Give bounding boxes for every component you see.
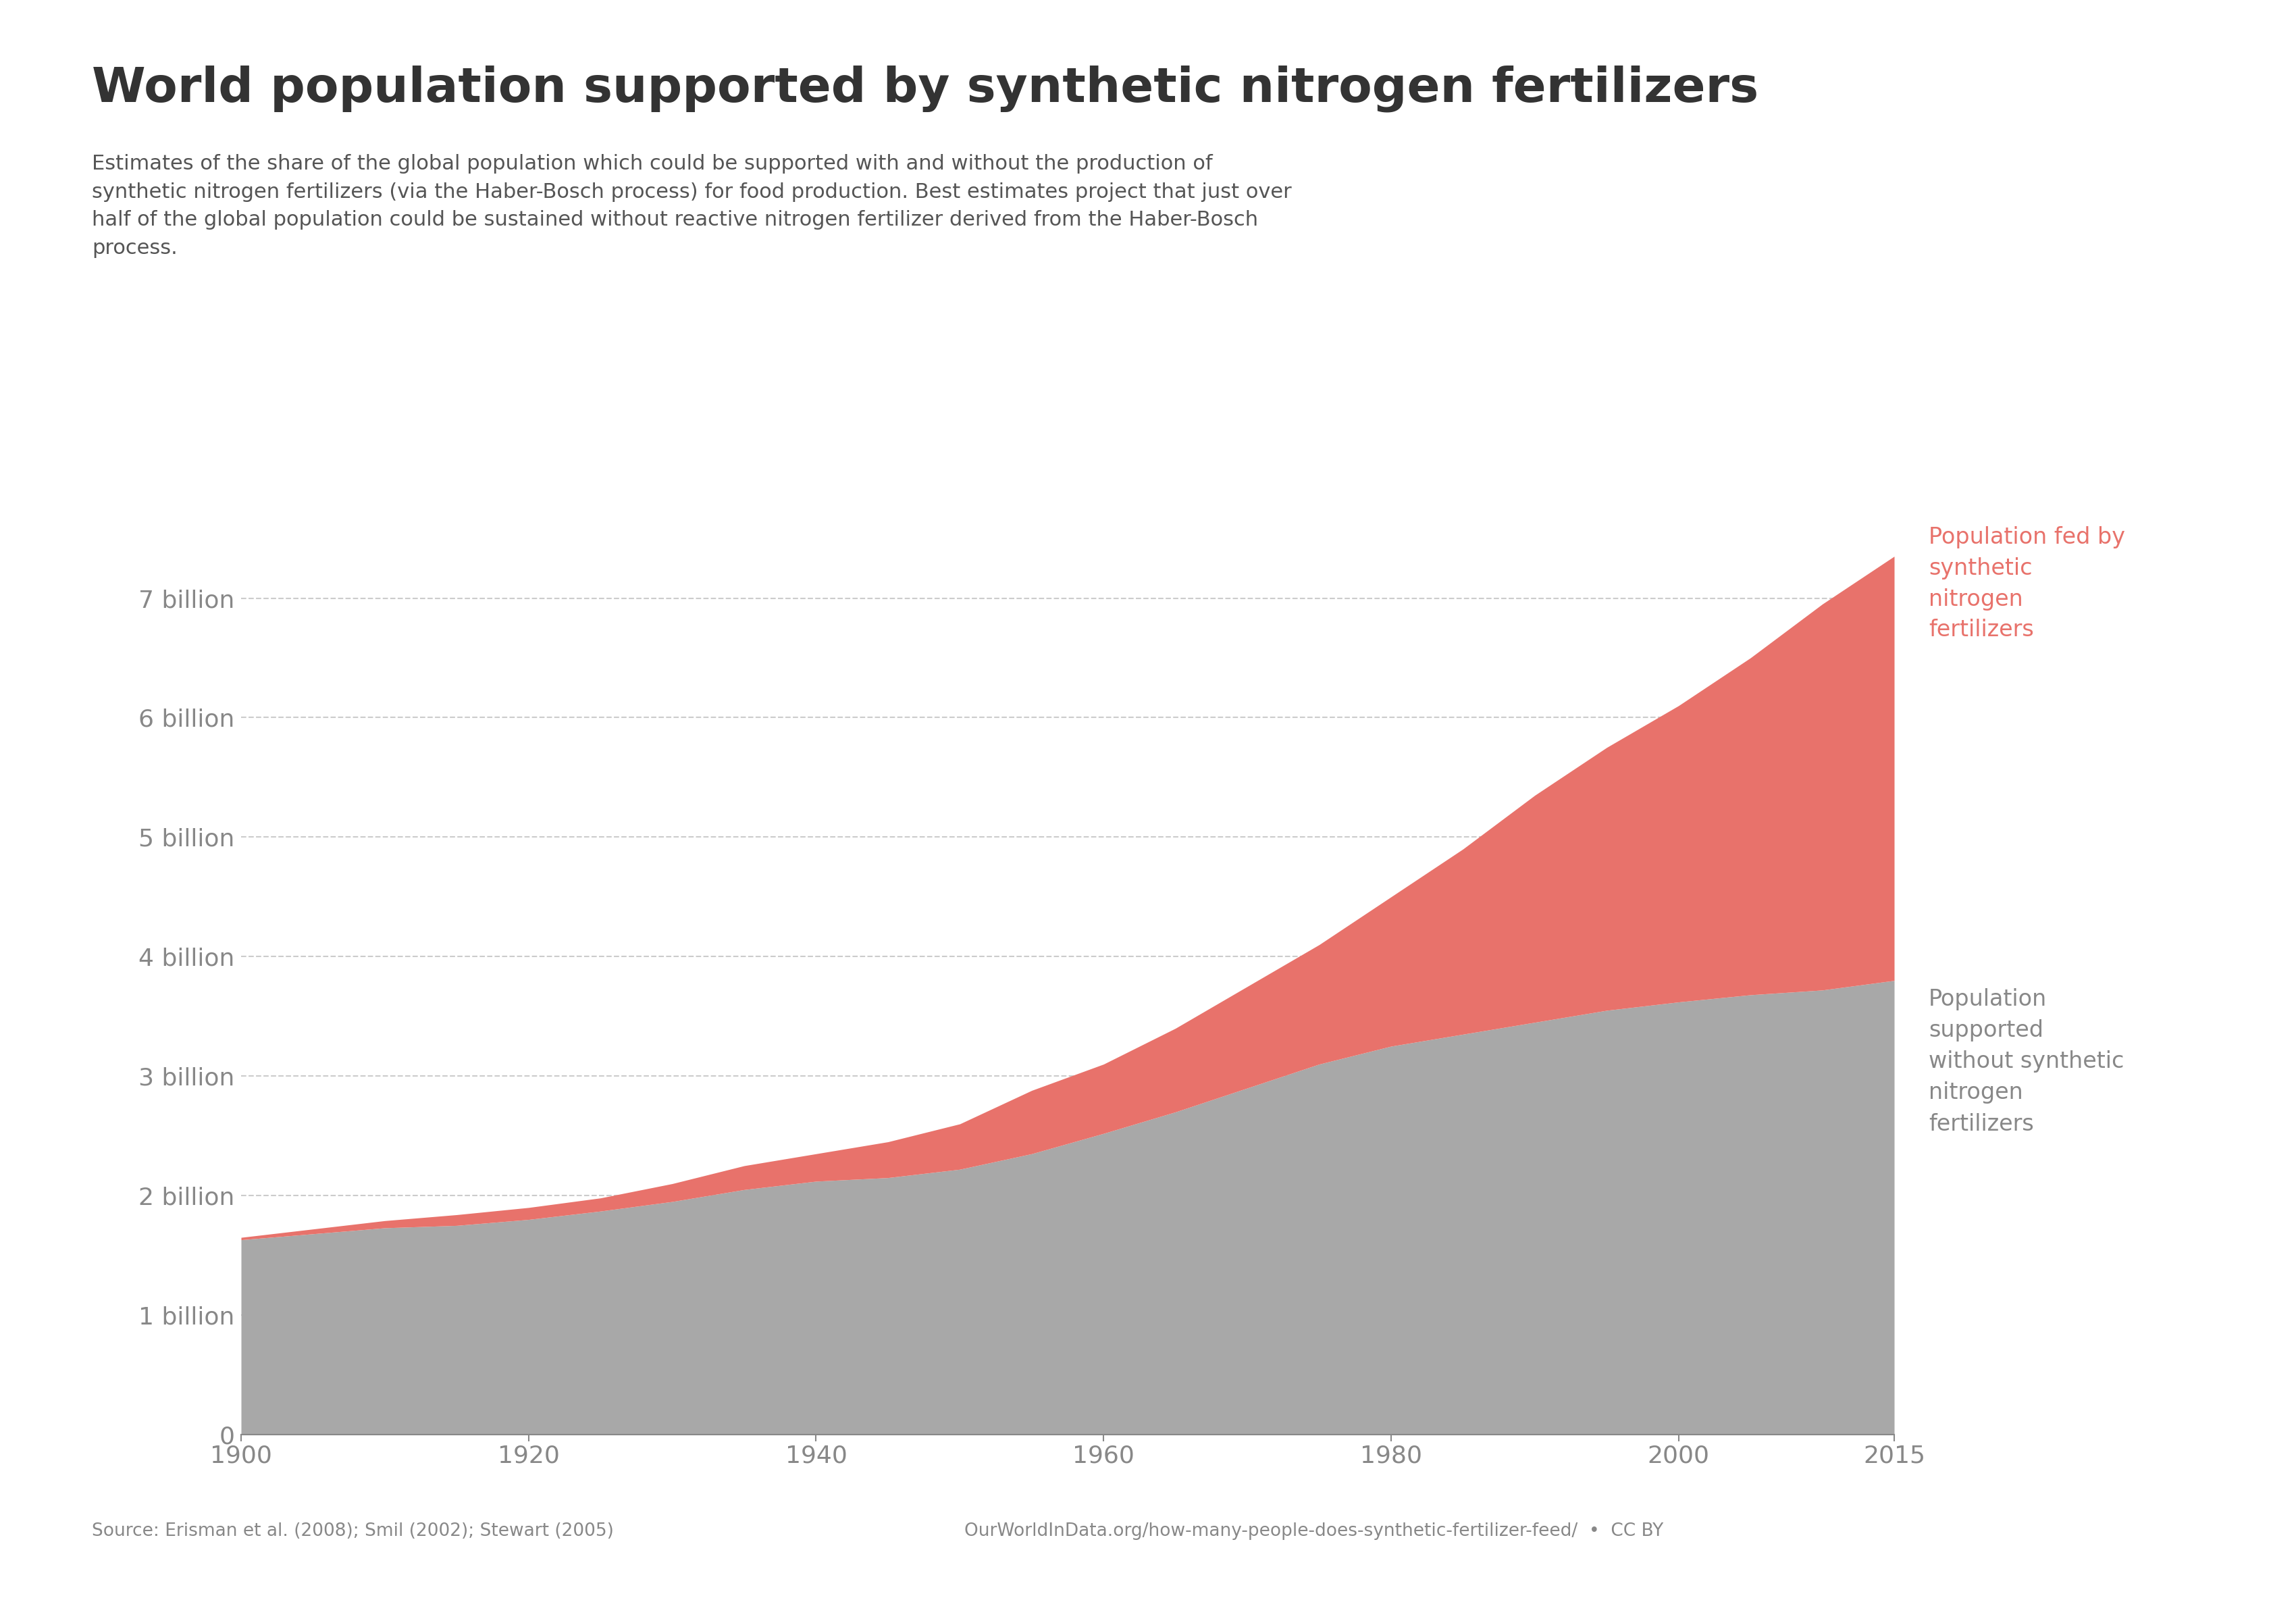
Text: Population fed by
synthetic
nitrogen
fertilizers: Population fed by synthetic nitrogen fer… [1929,525,2126,642]
Text: in Data: in Data [2076,122,2161,141]
Text: World population supported by synthetic nitrogen fertilizers: World population supported by synthetic … [92,65,1759,112]
Text: Population
supported
without synthetic
nitrogen
fertilizers: Population supported without synthetic n… [1929,989,2124,1135]
Text: Estimates of the share of the global population which could be supported with an: Estimates of the share of the global pop… [92,154,1293,258]
Text: OurWorldInData.org/how-many-people-does-synthetic-fertilizer-feed/  •  CC BY: OurWorldInData.org/how-many-people-does-… [964,1522,1662,1540]
Text: Our World: Our World [2060,79,2177,99]
Text: Source: Erisman et al. (2008); Smil (2002); Stewart (2005): Source: Erisman et al. (2008); Smil (200… [92,1522,613,1540]
